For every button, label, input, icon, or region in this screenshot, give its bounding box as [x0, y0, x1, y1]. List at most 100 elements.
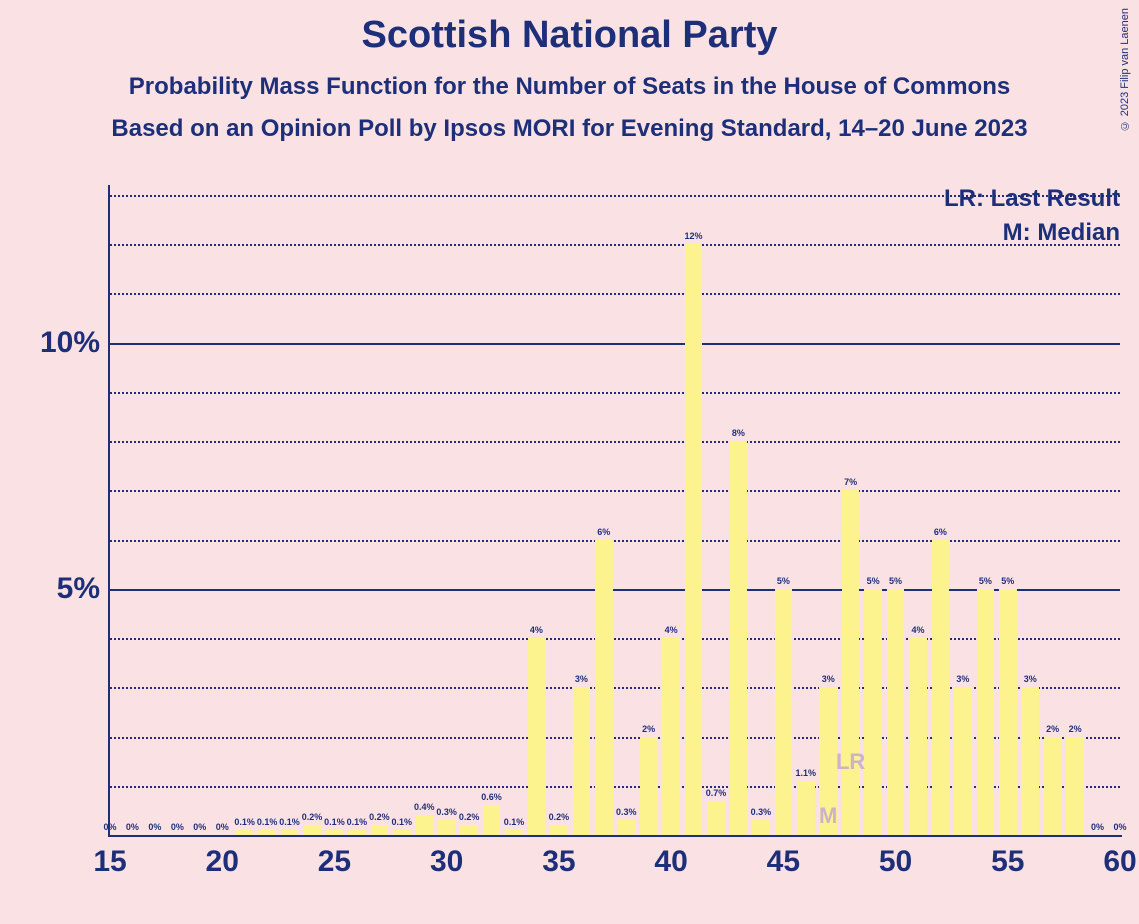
bar: [573, 687, 591, 835]
bar-value-label: 0.3%: [751, 807, 772, 817]
x-tick-label: 35: [542, 845, 575, 879]
bar-value-label: 2%: [1069, 724, 1082, 734]
bar: [617, 820, 635, 835]
bar: [707, 801, 725, 835]
chart-subtitle-2: Based on an Opinion Poll by Ipsos MORI f…: [0, 101, 1139, 143]
y-tick-label: 5%: [57, 572, 100, 606]
bar-value-label: 0%: [1113, 822, 1126, 832]
bar: [752, 820, 770, 835]
bar-value-label: 3%: [1024, 674, 1037, 684]
y-tick-label: 10%: [40, 326, 100, 360]
pmf-chart: 5%10% 15202530354045505560 0%0%0%0%0%0%0…: [110, 195, 1120, 835]
bar: [281, 830, 299, 835]
bar: [640, 737, 658, 835]
bar: [864, 589, 882, 835]
bar-value-label: 12%: [685, 231, 703, 241]
bar-value-label: 3%: [575, 674, 588, 684]
x-tick-label: 30: [430, 845, 463, 879]
bar-value-label: 2%: [642, 724, 655, 734]
bar: [1044, 737, 1062, 835]
bar-value-label: 0%: [126, 822, 139, 832]
bar-value-label: 5%: [867, 576, 880, 586]
bar-value-label: 6%: [597, 527, 610, 537]
bar-value-label: 0%: [103, 822, 116, 832]
x-tick-label: 40: [654, 845, 687, 879]
bar-value-label: 0.2%: [549, 812, 570, 822]
bar: [909, 638, 927, 835]
bar: [797, 781, 815, 835]
bar-value-label: 1.1%: [796, 768, 817, 778]
bar-value-label: 0.1%: [347, 817, 368, 827]
bar: [236, 830, 254, 835]
bar-value-label: 2%: [1046, 724, 1059, 734]
bar-value-label: 8%: [732, 428, 745, 438]
bar: [977, 589, 995, 835]
legend-lr: LR: Last Result: [944, 185, 1120, 213]
bar-value-label: 0.1%: [392, 817, 413, 827]
bar-value-label: 6%: [934, 527, 947, 537]
x-tick-label: 50: [879, 845, 912, 879]
x-tick-label: 20: [206, 845, 239, 879]
bar-value-label: 0%: [1091, 822, 1104, 832]
bar: [348, 830, 366, 835]
bar: [505, 830, 523, 835]
bar: [775, 589, 793, 835]
x-tick-label: 60: [1103, 845, 1136, 879]
bar: [887, 589, 905, 835]
bar: [528, 638, 546, 835]
copyright-text: © 2023 Filip van Laenen: [1119, 8, 1131, 131]
bar: [819, 687, 837, 835]
bar-value-label: 0.3%: [616, 807, 637, 817]
bar-value-label: 0.2%: [302, 812, 323, 822]
bar-value-label: 0.6%: [481, 792, 502, 802]
bar: [550, 825, 568, 835]
bar-value-label: 0.2%: [459, 812, 480, 822]
bar: [932, 540, 950, 835]
x-axis-line: [108, 835, 1122, 837]
bar: [438, 820, 456, 835]
bar: [730, 441, 748, 835]
bar-value-label: 0%: [171, 822, 184, 832]
bar: [258, 830, 276, 835]
bar-value-label: 0%: [216, 822, 229, 832]
bar-value-label: 0%: [148, 822, 161, 832]
bar: [1021, 687, 1039, 835]
bar-value-label: 0.2%: [369, 812, 390, 822]
bars-container: 0%0%0%0%0%0%0.1%0.1%0.1%0.2%0.1%0.1%0.2%…: [110, 195, 1120, 835]
bar-value-label: 0.1%: [504, 817, 525, 827]
bar-value-label: 0.1%: [234, 817, 255, 827]
bar: [595, 540, 613, 835]
bar-value-label: 0.3%: [436, 807, 457, 817]
bar-value-label: 0.7%: [706, 788, 727, 798]
bar-value-label: 3%: [822, 674, 835, 684]
chart-subtitle-1: Probability Mass Function for the Number…: [0, 57, 1139, 101]
x-tick-label: 45: [767, 845, 800, 879]
bar: [303, 825, 321, 835]
bar-value-label: 5%: [1001, 576, 1014, 586]
bar: [393, 830, 411, 835]
bar: [954, 687, 972, 835]
bar: [326, 830, 344, 835]
x-tick-label: 55: [991, 845, 1024, 879]
bar-value-label: 4%: [530, 625, 543, 635]
bar-value-label: 0.1%: [257, 817, 278, 827]
x-tick-label: 25: [318, 845, 351, 879]
bar: [460, 825, 478, 835]
bar: [842, 490, 860, 835]
bar: [415, 815, 433, 835]
bar-value-label: 0.1%: [279, 817, 300, 827]
bar: [999, 589, 1017, 835]
bar-value-label: 4%: [911, 625, 924, 635]
bar-value-label: 7%: [844, 477, 857, 487]
bar-value-label: 0%: [193, 822, 206, 832]
bar-value-label: 5%: [979, 576, 992, 586]
bar-value-label: 0.1%: [324, 817, 345, 827]
bar-value-label: 5%: [889, 576, 902, 586]
x-tick-label: 15: [93, 845, 126, 879]
bar-value-label: 0.4%: [414, 802, 435, 812]
legend-m: M: Median: [1003, 219, 1120, 247]
bar: [371, 825, 389, 835]
bar-value-label: 4%: [665, 625, 678, 635]
bar: [1066, 737, 1084, 835]
bar-value-label: 5%: [777, 576, 790, 586]
